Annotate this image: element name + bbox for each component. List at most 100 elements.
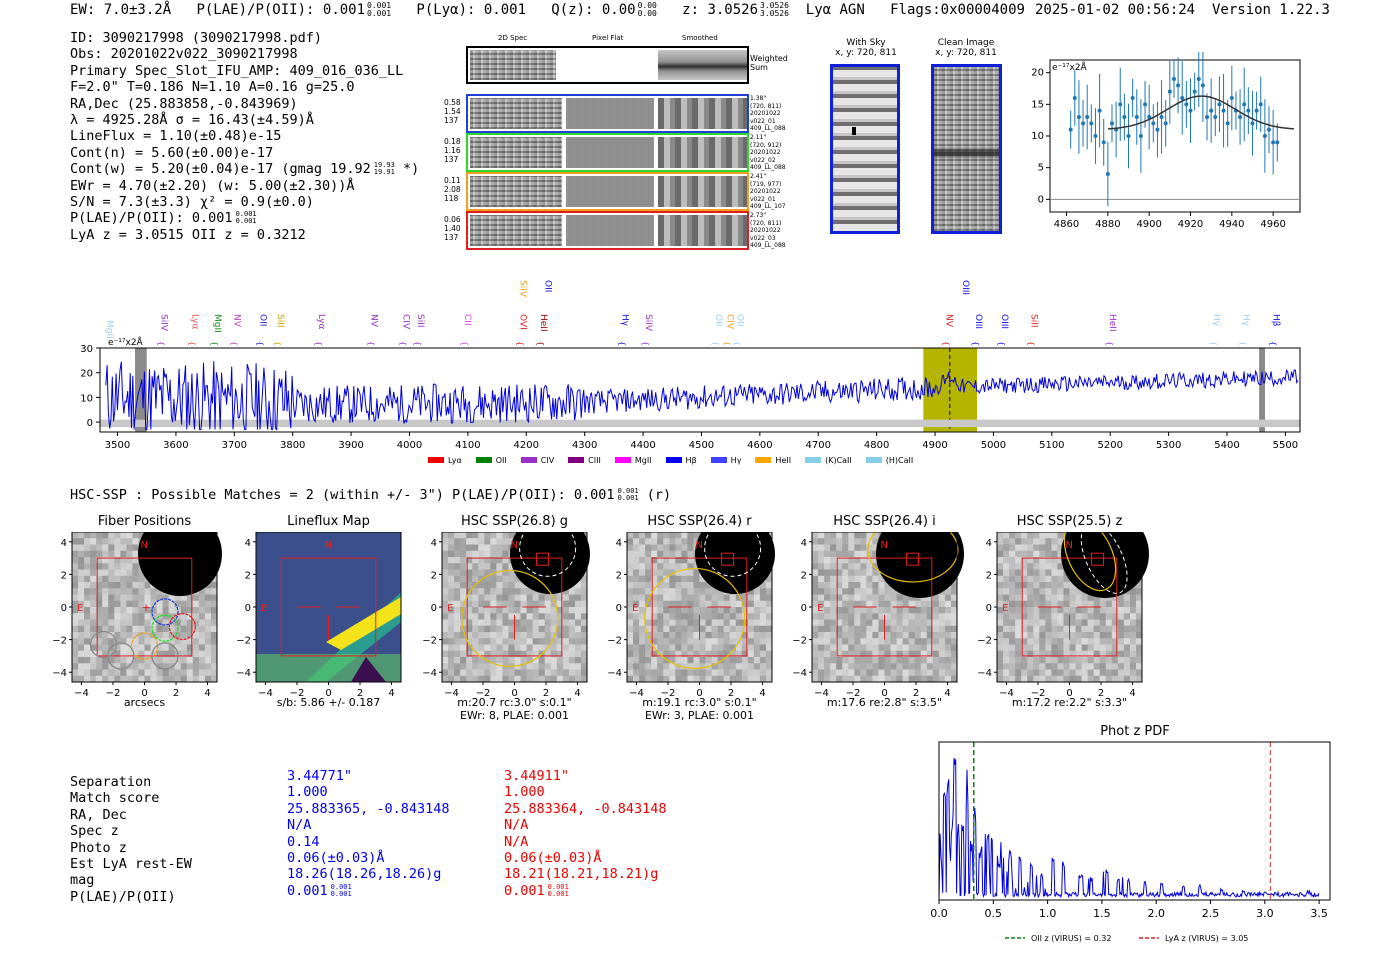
hsc-pixel: [1111, 594, 1119, 602]
hsc-pixel: [997, 582, 1004, 589]
hsc-pixel: [848, 650, 855, 658]
spec2d-row-left-value: 1.16: [444, 146, 461, 155]
hsc-pixel: [818, 538, 825, 545]
hsc-pixel: [466, 575, 473, 583]
hsc-pixel: [866, 607, 873, 614]
hsc-pixel: [651, 544, 658, 552]
spec2d-row-left-value: 0.11: [444, 176, 461, 185]
hsc-pixel: [514, 644, 522, 652]
spec2d-row-flat: [566, 176, 654, 207]
hsc-pixel: [496, 657, 503, 664]
hsc-pixel: [1051, 594, 1058, 602]
spectrum-line-label: SiII: [1028, 314, 1038, 328]
hsc-pixel: [496, 675, 503, 683]
hsc-pixel: [824, 575, 831, 583]
hsc-pixel: [1003, 575, 1010, 583]
hsc-pixel: [1099, 675, 1107, 683]
hsc-pixel: [1045, 638, 1052, 645]
spec2d-weighted-label: Weighted Sum: [750, 54, 788, 72]
hsc-pixel: [932, 632, 940, 639]
hsc-pixel: [1063, 644, 1070, 652]
hsc-pixel: [472, 619, 479, 627]
hsc-pixel: [484, 550, 491, 558]
hsc-pixel: [938, 632, 946, 639]
hsc-pixel: [78, 557, 85, 564]
header-z-sup: 3.0526: [760, 1, 789, 10]
hsc-pixel: [657, 669, 664, 677]
hsc-pixel: [1039, 575, 1046, 583]
hsc-pixel: [723, 663, 731, 670]
hsc-pixel: [532, 669, 540, 677]
hsc-pixel: [872, 657, 879, 664]
hsc-pixel: [896, 625, 904, 633]
hsc-pixel: [1081, 619, 1089, 627]
hsc-pixel: [717, 619, 725, 627]
hsc-pixel: [84, 650, 91, 658]
hsc-pixel: [198, 607, 206, 614]
hsc-pixel: [544, 594, 552, 602]
hsc-pixel: [138, 675, 145, 683]
hsc-pixel: [114, 563, 121, 570]
hsc-pixel: [180, 638, 188, 645]
hsc-pixel: [568, 675, 576, 683]
line-fit-point: [1130, 96, 1135, 100]
hsc-title: HSC-SSP : Possible Matches = 2 (within +…: [70, 487, 671, 503]
hsc-pixel: [532, 607, 540, 614]
hsc-pixel: [1045, 538, 1052, 545]
hsc-pixel: [168, 669, 176, 677]
hsc-pixel: [675, 669, 682, 677]
hsc-pixel: [675, 657, 682, 664]
spectrum-legend-item: CIII: [568, 456, 601, 465]
spectrum-line-bracket: {: [256, 341, 265, 346]
hsc-pixel: [204, 669, 212, 677]
hsc-pixel: [1021, 632, 1028, 639]
hsc-pixel: [78, 619, 85, 627]
hsc-pixel: [568, 625, 576, 633]
hsc-pixel: [442, 544, 449, 552]
spec2d-row-left-value: 0.18: [444, 137, 461, 146]
hsc-pixel: [639, 550, 646, 558]
hsc-pixel: [860, 632, 867, 639]
spec2d-row-2d: [470, 176, 562, 207]
hsc-pixel: [466, 582, 473, 589]
hsc-pixel: [842, 600, 849, 608]
hsc-pixel: [669, 607, 676, 614]
hsc-pixel: [138, 657, 145, 664]
hsc-pixel: [1105, 644, 1113, 652]
hsc-north-label: N: [696, 540, 703, 551]
hsc-pixel: [1033, 638, 1040, 645]
hsc-pixel: [1033, 588, 1040, 595]
hsc-pixel: [1033, 575, 1040, 583]
hsc-ytick-label: 2: [801, 570, 807, 581]
hsc-pixel: [681, 650, 688, 658]
hsc-pixel: [860, 563, 867, 570]
hsc-pixel: [126, 663, 133, 670]
hsc-pixel: [484, 625, 491, 633]
hsc-pixel: [550, 594, 558, 602]
hsc-pixel: [914, 650, 922, 658]
hsc-pixel: [950, 669, 958, 677]
hsc-pixel: [639, 582, 646, 589]
hsc-pixel: [78, 575, 85, 583]
hsc-pixel: [818, 600, 825, 608]
hsc-pixel: [812, 663, 819, 670]
hsc-pixel: [651, 600, 658, 608]
hsc-pixel: [454, 625, 461, 633]
hsc-pixel: [842, 544, 849, 552]
hsc-pixel: [765, 650, 773, 658]
hsc-pixel: [1051, 663, 1058, 670]
hsc-pixel: [466, 600, 473, 608]
hsc-pixel: [836, 563, 843, 570]
hsc-pixel: [1003, 594, 1010, 602]
hsc-pixel: [944, 669, 952, 677]
hsc-pixel: [944, 600, 952, 608]
hsc-pixel: [508, 594, 515, 602]
hsc-pixel: [1123, 619, 1131, 627]
hsc-pixel: [908, 600, 916, 608]
hsc-pixel: [508, 669, 515, 677]
spectrum-line-bracket: {: [210, 341, 219, 346]
hsc-pixel: [1117, 607, 1125, 614]
hsc-pixel: [633, 650, 640, 658]
hsc-pixel: [818, 669, 825, 677]
